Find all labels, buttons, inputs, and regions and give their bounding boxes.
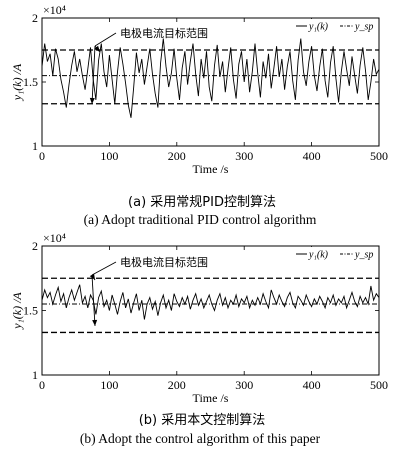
chart-panel-b: 0 100 200 300 400 500 1 1.5 2 ×10⁴ Time /s y₁(k) /A… — [10, 231, 388, 405]
legend-label-y1: y₁(k) — [308, 250, 329, 261]
y-scale-label: ×10⁴ — [43, 3, 66, 17]
y-scale-label: ×10⁴ — [43, 231, 66, 245]
x-tick-label: 400 — [303, 149, 321, 163]
y-tick-label: 2 — [32, 11, 38, 25]
annotation-arrowhead — [92, 319, 98, 326]
x-axis-label: Time /s — [193, 391, 229, 405]
caption-b-cn: (b) 采用本文控制算法 — [139, 413, 266, 428]
legend-bg — [293, 19, 378, 33]
x-tick-label: 300 — [235, 378, 253, 392]
y-tick-label: 1 — [32, 139, 38, 153]
y-tick-label: 1 — [32, 368, 38, 382]
legend-bg — [293, 247, 378, 261]
series-line-y1 — [42, 284, 379, 320]
annotation-arrowhead — [89, 97, 95, 104]
x-tick-label: 0 — [39, 378, 45, 392]
x-tick-label: 200 — [168, 149, 186, 163]
annotation-arrowhead — [94, 45, 100, 52]
y-tick-label: 1.5 — [23, 75, 38, 89]
x-tick-label: 500 — [370, 149, 388, 163]
x-tick-label: 100 — [100, 149, 118, 163]
x-tick-label: 400 — [303, 378, 321, 392]
x-axis-label: Time /s — [193, 162, 229, 176]
y-axis-label: y₁(k) /A — [10, 292, 24, 330]
annotation-leader — [94, 32, 117, 47]
axes-frame — [41, 245, 380, 376]
x-tick-label: 300 — [235, 149, 253, 163]
series-line-y1 — [42, 38, 379, 118]
x-tick-label: 200 — [168, 378, 186, 392]
legend-label-y1: y₁(k) — [308, 22, 329, 33]
annotation-arrow — [91, 274, 96, 327]
y-tick-label: 2 — [32, 239, 38, 253]
annotation-arrow — [91, 45, 96, 105]
caption-a-en: (a) Adopt traditional PID control algori… — [84, 212, 317, 227]
caption-a-cn: (a) 采用常规PID控制算法 — [128, 195, 276, 210]
annotation-text: 电极电流目标范围 — [120, 26, 208, 40]
x-tick-label: 500 — [370, 378, 388, 392]
y-tick-label: 1.5 — [23, 304, 38, 318]
x-tick-label: 0 — [39, 149, 45, 163]
caption-b-en: (b) Adopt the control algorithm of this … — [80, 431, 321, 446]
axes-frame — [41, 17, 380, 147]
legend-label-ysp: y_sp — [354, 250, 373, 261]
legend-label-ysp: y_sp — [354, 22, 373, 33]
y-axis-label: y₁(k) /A — [10, 63, 24, 101]
annotation-text: 电极电流目标范围 — [120, 255, 208, 269]
x-tick-label: 100 — [100, 378, 118, 392]
chart-panel-a: 0 100 200 300 400 500 1 1.5 2 ×10⁴ Time /s y₁(k) /A… — [10, 3, 388, 176]
annotation-leader — [91, 261, 117, 276]
